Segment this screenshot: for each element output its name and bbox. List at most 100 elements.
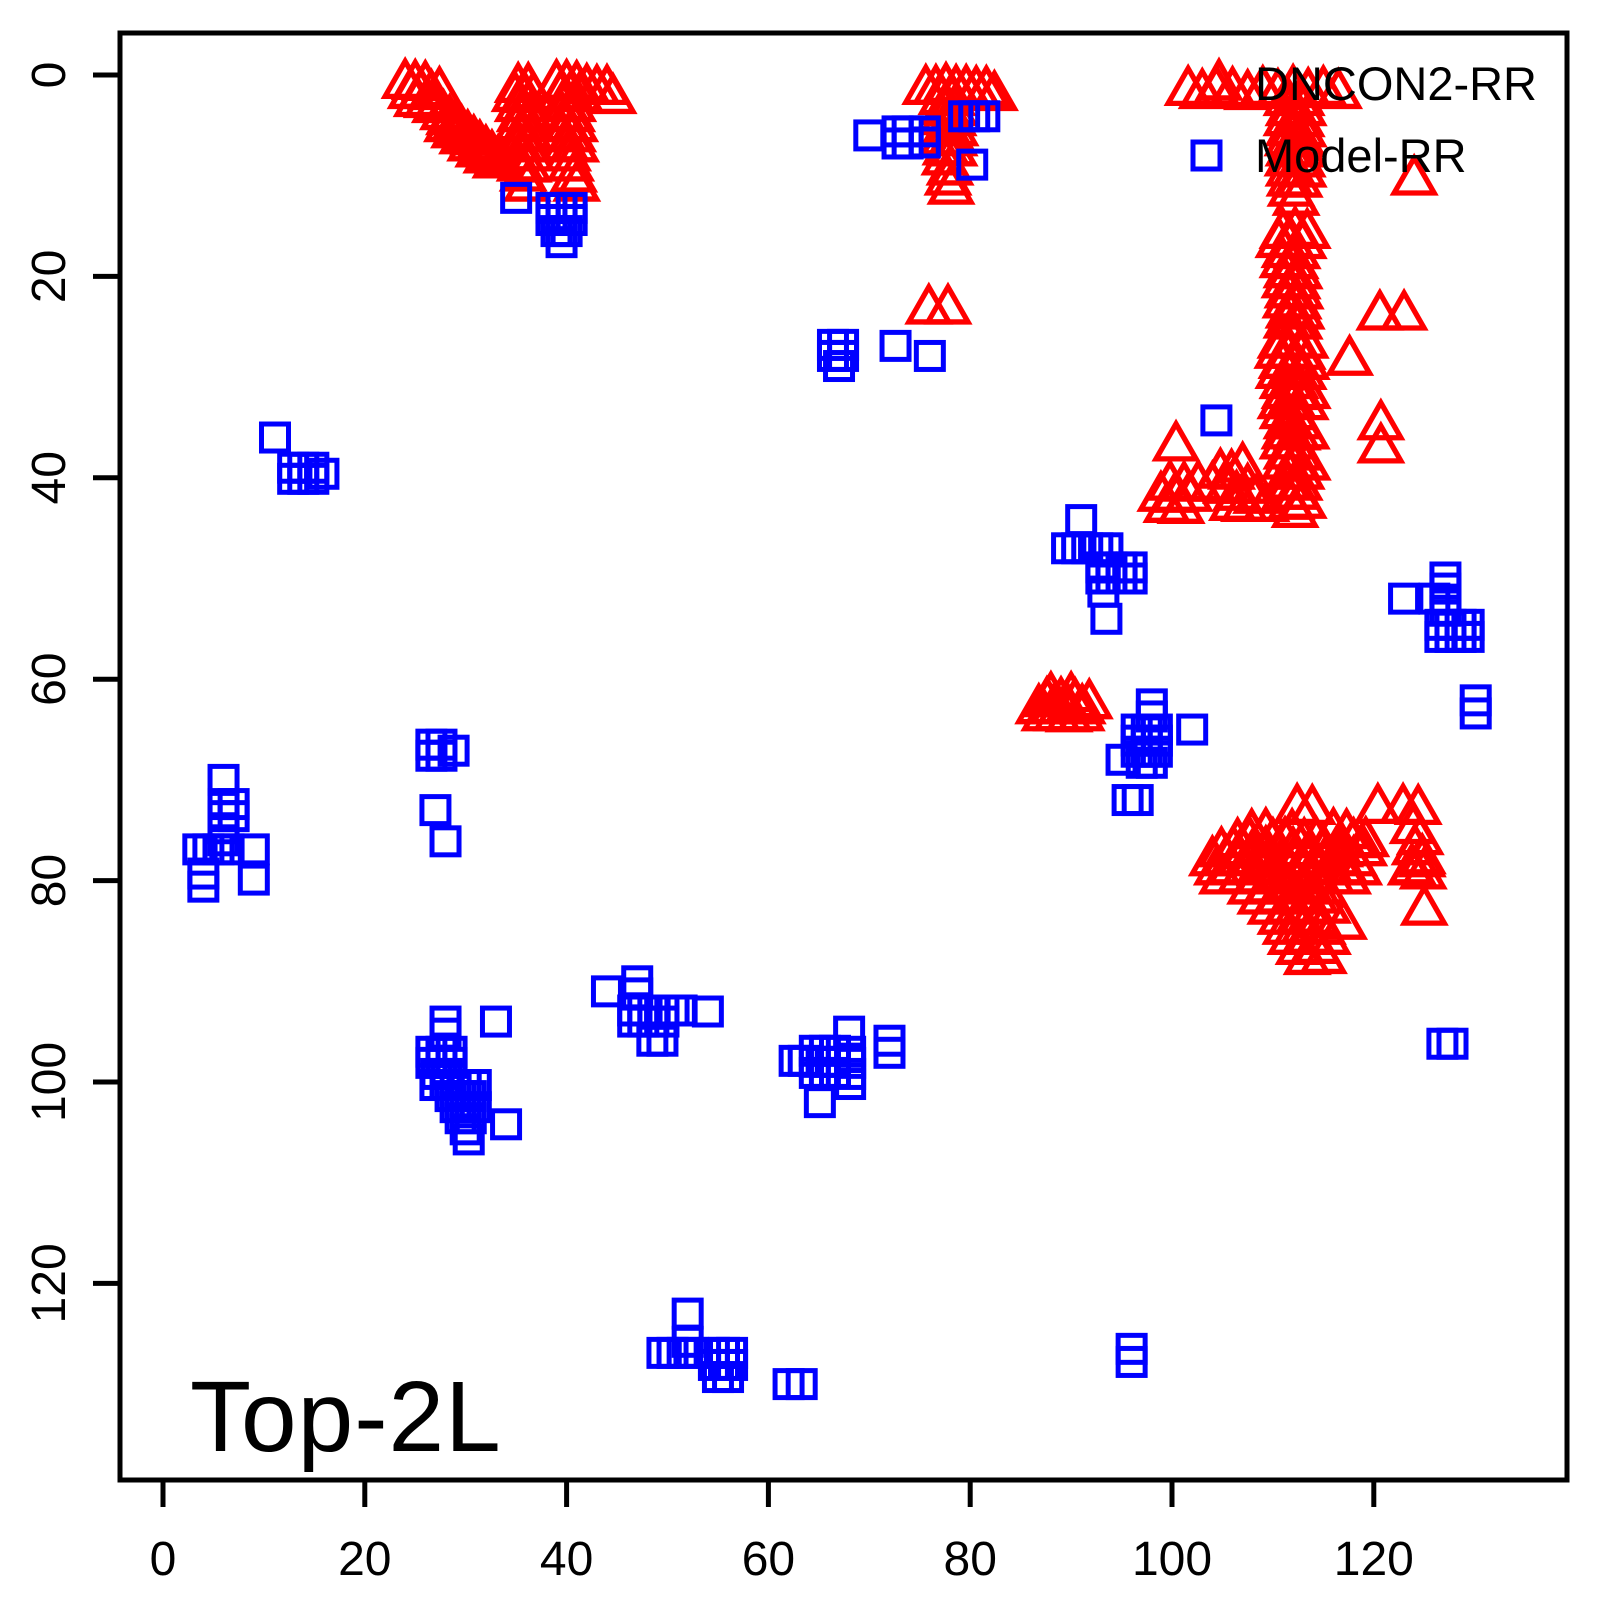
data-point-triangle bbox=[1353, 781, 1403, 825]
data-point-triangle bbox=[1207, 64, 1258, 108]
data-point-triangle bbox=[1163, 63, 1213, 107]
legend-item-dncon2: DNCON2-RR bbox=[1183, 52, 1537, 114]
data-point-square bbox=[968, 100, 1001, 133]
data-point-square bbox=[237, 833, 270, 866]
data-point-square bbox=[1121, 784, 1154, 817]
data-point-square bbox=[590, 975, 623, 1008]
data-point-triangle bbox=[1379, 287, 1429, 331]
data-point-square bbox=[1135, 746, 1168, 779]
data-point-square bbox=[258, 421, 291, 454]
data-point-triangle bbox=[438, 111, 488, 155]
data-point-square bbox=[646, 1024, 679, 1057]
data-point-triangle bbox=[1156, 480, 1206, 524]
data-point-triangle bbox=[1399, 882, 1449, 926]
data-point-square bbox=[803, 1086, 836, 1119]
data-point-square bbox=[671, 1297, 704, 1330]
data-point-triangle bbox=[1322, 851, 1373, 895]
data-point-square bbox=[297, 462, 330, 495]
y-tick-label: 40 bbox=[23, 451, 76, 504]
data-point-triangle bbox=[1223, 460, 1273, 504]
data-point-square bbox=[834, 1068, 867, 1101]
data-point-square bbox=[449, 1113, 482, 1146]
plot-annotation-top2l: Top-2L bbox=[190, 1361, 502, 1473]
data-point-triangle bbox=[462, 130, 512, 174]
data-point-square bbox=[1051, 532, 1084, 565]
data-point-square bbox=[479, 1005, 512, 1038]
data-point-square bbox=[913, 339, 946, 372]
data-point-triangle bbox=[1298, 63, 1348, 107]
square-icon bbox=[1190, 139, 1223, 172]
data-point-square bbox=[1105, 743, 1138, 776]
y-tick-label: 60 bbox=[23, 653, 76, 706]
data-point-square bbox=[1115, 1345, 1148, 1378]
data-point-triangle bbox=[1325, 332, 1375, 376]
plot-frame bbox=[117, 30, 1570, 1483]
data-point-square bbox=[452, 1123, 485, 1156]
data-point-triangle bbox=[1356, 420, 1406, 464]
data-point-square bbox=[1426, 1027, 1459, 1060]
data-point-triangle bbox=[1318, 896, 1369, 940]
y-tick-label: 100 bbox=[23, 1042, 76, 1122]
data-point-triangle bbox=[1334, 842, 1384, 886]
data-point-triangle bbox=[1313, 66, 1364, 110]
legend-item-model: Model-RR bbox=[1183, 124, 1537, 186]
data-point-triangle bbox=[1232, 470, 1282, 514]
data-point-triangle bbox=[1270, 484, 1320, 528]
x-tick-label: 60 bbox=[742, 1533, 795, 1586]
data-point-square bbox=[1090, 602, 1123, 635]
data-point-square bbox=[1065, 504, 1098, 537]
data-point-triangle bbox=[1151, 418, 1201, 462]
data-point-triangle bbox=[1386, 842, 1436, 886]
data-point-triangle bbox=[1397, 834, 1447, 878]
data-point-triangle bbox=[926, 161, 976, 205]
data-point-triangle bbox=[1223, 67, 1273, 111]
y-tick-label: 80 bbox=[23, 854, 76, 907]
data-point-square bbox=[419, 794, 452, 827]
data-point-square bbox=[691, 995, 724, 1028]
data-point-triangle bbox=[1302, 911, 1352, 955]
data-point-square bbox=[1176, 713, 1209, 746]
data-point-triangle bbox=[1355, 287, 1405, 331]
data-point-triangle bbox=[1339, 823, 1389, 867]
data-point-square bbox=[785, 1368, 818, 1401]
data-point-square bbox=[712, 1361, 745, 1394]
data-point-square bbox=[307, 457, 340, 490]
y-tick-label: 0 bbox=[23, 62, 76, 89]
triangle-icon bbox=[1194, 56, 1244, 101]
data-point-triangle bbox=[1238, 63, 1288, 107]
data-point-square bbox=[879, 329, 912, 362]
data-point-square bbox=[490, 1108, 523, 1141]
x-tick-label: 120 bbox=[1334, 1533, 1414, 1586]
data-point-triangle bbox=[1298, 931, 1348, 975]
data-point-triangle bbox=[1389, 152, 1439, 196]
data-point-square bbox=[545, 226, 578, 259]
x-tick-label: 80 bbox=[944, 1533, 997, 1586]
legend-label-model: Model-RR bbox=[1255, 128, 1467, 182]
data-point-square bbox=[827, 339, 860, 372]
data-point-triangle bbox=[1046, 669, 1096, 713]
data-point-triangle bbox=[588, 71, 638, 115]
x-tick-label: 20 bbox=[338, 1533, 391, 1586]
x-tick-label: 100 bbox=[1132, 1533, 1212, 1586]
data-point-square bbox=[187, 870, 220, 903]
data-point-square bbox=[1388, 582, 1421, 615]
y-tick-label: 20 bbox=[23, 250, 76, 303]
legend: DNCON2-RR Model-RR bbox=[1183, 52, 1537, 186]
data-point-square bbox=[873, 1036, 906, 1069]
data-point-triangle bbox=[923, 281, 973, 325]
y-tick-label: 120 bbox=[23, 1243, 76, 1323]
data-point-square bbox=[1452, 620, 1485, 653]
data-point-triangle bbox=[969, 68, 1019, 112]
data-point-square bbox=[956, 148, 989, 181]
x-tick-label: 0 bbox=[150, 1533, 177, 1586]
data-point-square bbox=[1436, 1027, 1469, 1060]
data-point-square bbox=[429, 825, 462, 858]
x-tick-label: 40 bbox=[540, 1533, 593, 1586]
data-point-square bbox=[237, 863, 270, 896]
data-point-triangle bbox=[430, 105, 480, 149]
data-point-square bbox=[1111, 784, 1144, 817]
data-point-square bbox=[1200, 404, 1233, 437]
data-point-square bbox=[437, 734, 470, 767]
data-point-square bbox=[908, 126, 941, 159]
